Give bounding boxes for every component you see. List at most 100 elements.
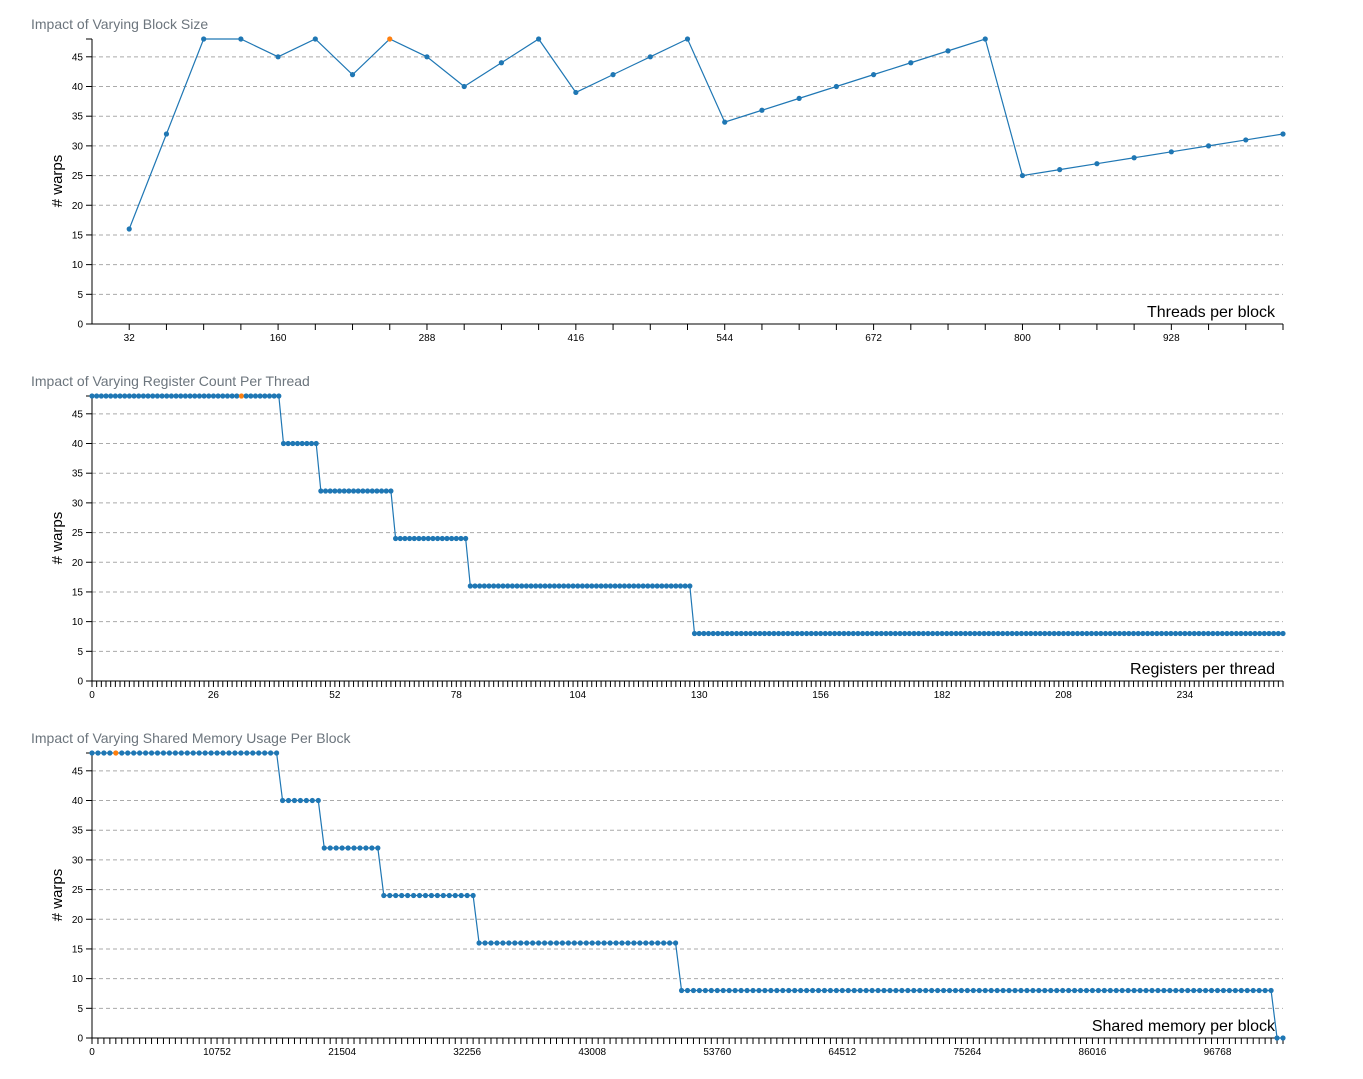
data-point: [952, 987, 959, 994]
data-point: [923, 987, 929, 994]
data-point: [883, 630, 889, 637]
data-point: [159, 393, 165, 399]
data-point: [1154, 630, 1160, 637]
data-point: [285, 440, 291, 447]
data-point: [982, 987, 988, 994]
data-point: [89, 393, 95, 399]
data-point: [621, 583, 628, 589]
data-point: [533, 583, 539, 589]
x-tick-label: 208: [1055, 690, 1072, 701]
data-point: [332, 488, 338, 494]
data-point: [477, 583, 483, 589]
data-point: [696, 630, 702, 637]
data-point: [229, 393, 235, 399]
data-point: [603, 583, 609, 589]
chart-shared-memory: Impact of Varying Shared Memory Usage Pe…: [31, 730, 1286, 1058]
data-point: [708, 987, 714, 994]
data-point: [841, 630, 847, 637]
data-point: [537, 583, 543, 589]
data-point: [724, 630, 730, 637]
data-point: [1247, 630, 1253, 637]
data-point: [411, 535, 417, 542]
data-point: [542, 583, 548, 589]
data-point: [1220, 987, 1227, 994]
y-tick-label: 30: [72, 855, 84, 866]
data-point: [940, 987, 947, 994]
data-point: [752, 630, 758, 637]
data-point: [500, 940, 506, 946]
data-point: [192, 393, 198, 399]
data-point: [661, 940, 667, 946]
data-point: [536, 940, 542, 946]
data-point: [547, 583, 553, 589]
data-point: [845, 987, 851, 994]
data-point: [449, 535, 455, 542]
data-point: [905, 987, 911, 994]
data-point: [1046, 630, 1053, 637]
data-point: [696, 987, 703, 994]
y-tick-label: 5: [77, 290, 83, 301]
data-point: [733, 630, 740, 637]
data-point: [439, 535, 445, 542]
data-point: [1250, 987, 1256, 994]
data-point: [780, 987, 786, 994]
data-point: [1028, 630, 1034, 637]
data-point: [678, 987, 685, 994]
y-tick-label: 25: [72, 171, 84, 182]
data-point: [551, 583, 557, 589]
x-axis-label: Shared memory per block: [1092, 1018, 1276, 1035]
y-tick-label: 30: [72, 141, 84, 152]
x-tick-label: 10752: [203, 1047, 231, 1058]
data-point: [208, 750, 214, 756]
data-point: [796, 95, 802, 101]
data-point: [491, 583, 497, 589]
data-point: [1137, 987, 1143, 994]
data-point: [899, 987, 905, 994]
data-point: [833, 83, 839, 90]
data-point: [327, 845, 333, 851]
y-tick-label: 10: [72, 617, 84, 628]
data-point: [1205, 143, 1212, 149]
x-tick-label: 32256: [453, 1047, 481, 1058]
data-point: [421, 535, 427, 542]
highlighted-data-point: [387, 36, 393, 42]
data-point: [1149, 987, 1155, 994]
data-point: [684, 987, 691, 994]
data-point: [166, 750, 173, 756]
data-point: [357, 845, 363, 851]
data-point: [864, 630, 870, 637]
data-point: [494, 940, 500, 946]
data-point: [738, 987, 744, 994]
data-point: [402, 535, 408, 542]
data-point: [1119, 987, 1125, 994]
data-point: [945, 48, 951, 54]
data-point: [988, 987, 994, 994]
data-point: [299, 440, 305, 447]
y-tick-label: 5: [77, 1004, 83, 1015]
x-axis-label: Registers per thread: [1130, 661, 1275, 678]
data-point: [472, 583, 478, 589]
data-point: [958, 630, 964, 637]
data-point: [1077, 987, 1084, 994]
data-point: [257, 393, 263, 399]
data-point: [530, 940, 536, 946]
data-point: [1256, 987, 1262, 994]
x-tick-label: 0: [89, 1047, 95, 1058]
data-point: [577, 940, 583, 946]
data-point: [142, 750, 149, 756]
data-point: [613, 940, 619, 946]
data-point: [775, 630, 782, 637]
data-point: [274, 750, 280, 756]
x-tick-label: 928: [1163, 333, 1180, 344]
data-point: [637, 940, 643, 946]
data-point: [1191, 987, 1197, 994]
data-point: [1167, 987, 1173, 994]
data-point: [244, 750, 250, 756]
data-point: [243, 393, 249, 399]
highlighted-data-point: [238, 393, 245, 399]
data-point: [206, 393, 212, 399]
data-point: [1116, 630, 1123, 637]
y-tick-label: 20: [72, 915, 84, 926]
data-point: [684, 36, 691, 42]
data-point: [874, 630, 880, 637]
